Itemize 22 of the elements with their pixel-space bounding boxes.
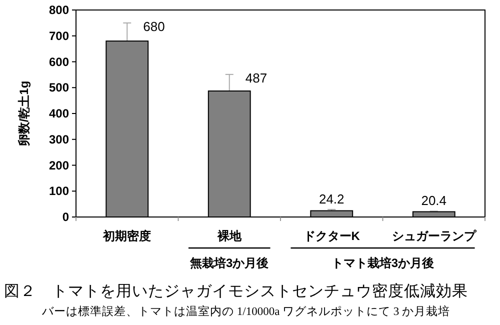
x-tick-label: 裸地: [216, 229, 242, 243]
x-tick-label: 初期密度: [102, 229, 152, 243]
y-tick-label: 400: [48, 106, 70, 120]
x-tick-label: ドクターK: [303, 229, 360, 243]
x-tick-label: シュガーランプ: [392, 229, 477, 243]
text: バーは標準誤差、トマトは温室内の 1/10000a ワグネルポットにて 3 か月栽培: [41, 304, 450, 318]
y-tick-label: 300: [48, 132, 70, 146]
y-tick-label: 500: [48, 80, 70, 95]
data-label: 487: [245, 70, 268, 86]
text: トマト栽培3か月後: [331, 256, 434, 270]
text: 無栽培3か月後: [189, 256, 269, 270]
y-tick-label: 200: [48, 158, 70, 172]
y-tick-label: 700: [48, 28, 70, 43]
y-tick-label: 800: [48, 3, 70, 17]
y-tick-label: 100: [48, 184, 70, 198]
data-label: 680: [143, 18, 165, 34]
y-tick-label: 0: [62, 210, 70, 224]
y-axis-title: 卵数/乾土1g: [17, 80, 31, 148]
y-tick-label: 600: [48, 54, 70, 69]
data-label: 24.2: [318, 191, 344, 206]
data-label: 20.4: [421, 193, 447, 208]
text: 図２ トマトを用いたジャガイモシストセンチュウ密度低減効果: [4, 282, 468, 300]
